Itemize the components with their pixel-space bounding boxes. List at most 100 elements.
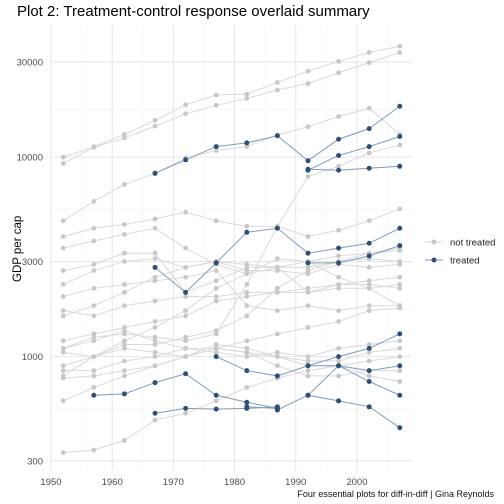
control-point	[274, 289, 280, 295]
control-point	[91, 373, 97, 379]
control-point	[336, 227, 341, 233]
y-tick-label: 300	[27, 456, 43, 467]
control-point	[336, 319, 341, 324]
treated-point	[244, 404, 250, 410]
control-point	[60, 313, 66, 319]
control-point	[336, 285, 341, 291]
control-point	[122, 368, 127, 374]
control-point	[397, 379, 403, 384]
control-point	[244, 354, 250, 359]
treated-point	[244, 140, 250, 146]
treated-point	[152, 410, 158, 416]
control-point	[397, 338, 403, 344]
control-point	[183, 338, 189, 344]
control-point	[305, 268, 311, 273]
control-series-line	[63, 365, 400, 454]
control-point	[183, 245, 189, 251]
treated-point	[91, 392, 97, 398]
control-point	[183, 209, 189, 215]
control-point	[213, 278, 219, 284]
treated-point	[152, 380, 158, 386]
control-point	[213, 218, 219, 224]
control-point	[244, 91, 250, 97]
control-point	[91, 313, 97, 319]
control-point	[397, 354, 403, 359]
control-point	[152, 117, 158, 123]
treated-point	[213, 406, 219, 412]
control-point	[91, 447, 97, 453]
treated-point	[336, 152, 342, 158]
treated-point	[244, 368, 250, 374]
control-series-line	[63, 283, 400, 317]
control-point	[244, 282, 250, 287]
control-point	[244, 96, 250, 101]
control-point	[274, 349, 280, 355]
treated-point	[397, 392, 403, 398]
control-point	[213, 349, 219, 355]
control-point	[183, 334, 189, 340]
control-point	[336, 163, 341, 169]
control-point	[152, 319, 158, 324]
control-point	[213, 102, 219, 108]
control-point	[336, 70, 341, 76]
treated-point	[397, 363, 403, 369]
control-series-line	[63, 258, 400, 285]
legend: not treated treated	[425, 238, 495, 267]
control-series-line	[63, 208, 400, 238]
control-point	[244, 223, 250, 229]
treated-series-line	[307, 394, 401, 429]
treated-point	[244, 229, 250, 235]
control-point	[152, 225, 158, 231]
control-point	[183, 294, 189, 299]
treated-point	[366, 144, 372, 150]
control-series-line	[63, 51, 400, 164]
control-point	[122, 289, 127, 295]
control-point	[305, 174, 311, 179]
control-point	[244, 303, 250, 309]
control-point	[336, 59, 341, 64]
control-point	[274, 308, 280, 314]
control-point	[366, 150, 372, 156]
treated-point	[366, 368, 372, 374]
control-point	[91, 268, 97, 273]
control-point	[122, 358, 127, 364]
control-point	[274, 80, 280, 85]
control-point	[336, 308, 341, 314]
control-point	[305, 68, 311, 74]
control-point	[183, 111, 189, 117]
control-point	[274, 331, 280, 337]
legend-label: treated	[450, 256, 480, 267]
control-series-line	[63, 307, 400, 358]
treated-point	[274, 405, 280, 411]
x-tick-label: 1980	[224, 477, 245, 488]
control-point	[213, 328, 219, 334]
control-point	[397, 259, 403, 264]
control-point	[244, 313, 250, 319]
control-series-line	[63, 252, 400, 293]
control-point	[122, 342, 127, 347]
control-point	[60, 338, 66, 344]
treated-point	[336, 136, 342, 142]
treated-point	[152, 170, 158, 176]
control-series-line	[63, 343, 400, 402]
x-tick-label: 1970	[163, 477, 184, 488]
control-point	[183, 102, 189, 108]
y-tick-label: 1000	[22, 352, 43, 363]
control-point	[122, 135, 127, 141]
x-tick-label: 1950	[40, 477, 61, 488]
control-point	[122, 303, 127, 309]
control-point	[91, 261, 97, 267]
treated-point	[183, 157, 189, 163]
treated-point	[366, 240, 372, 246]
treated-point	[305, 392, 311, 398]
control-point	[336, 253, 341, 259]
control-point	[183, 274, 189, 280]
control-point	[91, 338, 97, 344]
control-point	[152, 342, 158, 347]
control-point	[152, 256, 158, 262]
control-point	[91, 331, 97, 337]
control-point	[366, 342, 372, 347]
control-point	[397, 345, 403, 351]
control-point	[213, 92, 219, 98]
control-point	[183, 354, 189, 359]
